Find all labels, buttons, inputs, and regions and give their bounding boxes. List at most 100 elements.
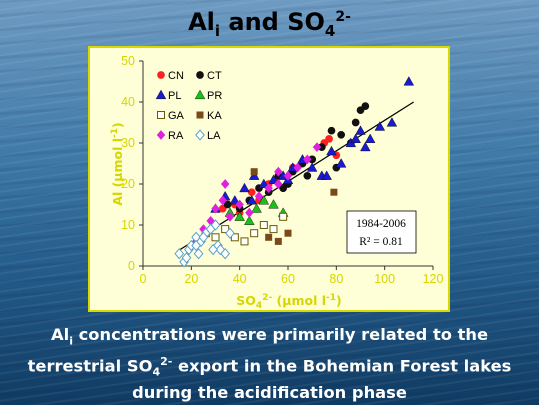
legend-item-ct: CT	[196, 70, 222, 82]
slide-caption: Ali concentrations were primarily relate…	[27, 325, 512, 402]
point-ra	[274, 179, 283, 189]
series-ct	[223, 102, 370, 213]
legend-item-ka: KA	[196, 110, 222, 122]
y-tick-label: 40	[121, 95, 135, 109]
x-tick-label: 120	[423, 272, 444, 286]
point-pr	[244, 215, 255, 225]
point-pl	[229, 195, 241, 205]
series-ra	[191, 142, 322, 247]
legend-marker-cn	[157, 71, 165, 79]
point-ra	[283, 170, 293, 181]
point-la	[220, 248, 231, 260]
point-ra	[293, 162, 302, 173]
y-axis-label: Al (µmol l-1)	[110, 122, 125, 205]
point-la	[191, 239, 202, 252]
point-ct	[337, 130, 346, 139]
y-tick-label: 0	[128, 259, 135, 273]
point-cn	[247, 188, 256, 197]
legend-label-la: LA	[207, 130, 221, 142]
stats-annotation: 1984-2006 R² = 0.81	[346, 210, 417, 254]
y-tick-label: 30	[121, 136, 135, 150]
point-ga	[279, 212, 288, 221]
point-ct	[327, 126, 336, 135]
legend-item-ra: RA	[156, 130, 184, 142]
legend-marker-la	[195, 129, 205, 141]
point-ra	[254, 191, 264, 202]
axes: 0 20 40 60 80 100 120 0 10 20 30 40 50	[121, 54, 443, 286]
series-ka	[250, 168, 338, 245]
point-ga	[269, 225, 278, 234]
y-tick-label: 50	[121, 54, 135, 68]
point-ga	[259, 221, 268, 229]
point-pl	[321, 170, 332, 180]
point-pl	[268, 174, 279, 184]
stats-period: 1984-2006	[356, 218, 406, 230]
point-cn	[325, 135, 333, 143]
point-ct	[361, 102, 370, 110]
axis-labels: 1984-2006 R² = 0.81 SO42- (µmol l-1) Al (µm…	[110, 122, 417, 311]
point-pr	[258, 195, 270, 205]
point-ra	[312, 142, 322, 152]
legend-label-pl: PL	[168, 90, 181, 102]
point-ra	[220, 179, 230, 189]
point-ka	[330, 188, 338, 196]
point-ka	[284, 229, 292, 237]
x-tick-label: 100	[374, 272, 395, 286]
x-axis-label: SO42- (µmol l-1)	[236, 293, 341, 311]
point-pl	[239, 182, 250, 193]
x-tick-label: 80	[329, 272, 343, 286]
point-pl	[306, 162, 318, 172]
legend-marker-ga	[157, 111, 165, 119]
point-la	[174, 248, 185, 260]
point-pl	[350, 133, 361, 143]
point-ka	[250, 168, 258, 176]
legend-marker-ka	[196, 111, 204, 119]
legend-item-la: LA	[195, 129, 221, 142]
point-ra	[245, 207, 254, 218]
legend-label-ka: KA	[207, 110, 222, 122]
point-pr	[268, 199, 279, 209]
point-ga	[211, 233, 220, 242]
plot-area-frame	[88, 46, 450, 312]
legend-item-ga: GA	[157, 110, 185, 122]
point-la	[193, 248, 204, 260]
point-ra	[235, 199, 244, 210]
point-pl	[360, 141, 371, 152]
point-ra	[218, 195, 227, 206]
point-ct	[303, 171, 312, 180]
point-ra	[211, 203, 220, 214]
legend-marker-ct	[196, 71, 204, 79]
point-pl	[364, 133, 376, 143]
point-pl	[258, 178, 270, 189]
legend-marker-pl	[155, 89, 167, 100]
legend-item-cn: CN	[157, 70, 184, 82]
point-la	[198, 231, 209, 243]
stats-r-squared: R² = 0.81	[359, 236, 403, 248]
point-pl	[403, 76, 415, 86]
point-ga	[250, 229, 259, 238]
point-ct	[279, 184, 288, 192]
point-pr	[234, 211, 245, 221]
point-la	[208, 243, 218, 256]
legend-item-pl: PL	[155, 89, 181, 102]
legend-label-ga: GA	[168, 110, 185, 122]
x-tick-label: 40	[233, 272, 247, 286]
legend-marker-ra	[156, 130, 166, 140]
x-tick-label: 60	[281, 272, 295, 286]
point-pl	[335, 158, 347, 168]
point-pl	[326, 145, 337, 156]
point-la	[181, 252, 192, 264]
point-pl	[246, 195, 257, 205]
x-tick-label: 20	[184, 272, 198, 286]
point-ct	[223, 200, 232, 209]
point-ka	[274, 237, 282, 245]
point-ra	[225, 211, 235, 222]
chart-legend: CN CT PL PR GA KA RA LA	[155, 70, 222, 142]
point-ra	[274, 166, 283, 177]
point-pl	[374, 121, 386, 131]
legend-label-ra: RA	[168, 130, 184, 142]
point-pl	[355, 125, 366, 135]
point-ga	[240, 237, 249, 246]
x-tick-label: 0	[140, 272, 147, 286]
